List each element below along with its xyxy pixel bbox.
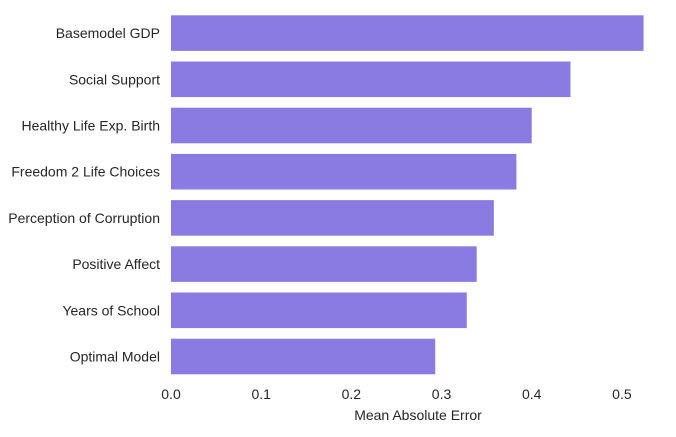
category-label: Optimal Model bbox=[70, 349, 160, 365]
x-axis-title: Mean Absolute Error bbox=[354, 407, 482, 423]
category-label: Social Support bbox=[69, 71, 160, 87]
category-label: Positive Affect bbox=[72, 256, 160, 272]
x-tick-label: 0.3 bbox=[432, 386, 452, 402]
x-tick-label: 0.4 bbox=[522, 386, 542, 402]
category-label: Freedom 2 Life Choices bbox=[11, 164, 160, 180]
bars-group bbox=[171, 15, 644, 375]
x-tick-label: 0.0 bbox=[161, 386, 181, 402]
category-label: Basemodel GDP bbox=[56, 25, 160, 41]
bar bbox=[171, 15, 644, 51]
bar bbox=[171, 200, 494, 236]
category-labels-group: Basemodel GDP Social Support Healthy Life … bbox=[8, 25, 160, 364]
bar bbox=[171, 107, 532, 144]
x-tick-label: 0.5 bbox=[612, 386, 632, 402]
bar bbox=[171, 61, 571, 98]
category-label: Healthy Life Exp. Birth bbox=[21, 118, 160, 134]
x-tick-label: 0.2 bbox=[342, 386, 362, 402]
category-label: Years of School bbox=[62, 302, 160, 318]
bar bbox=[171, 338, 436, 375]
bar bbox=[171, 153, 517, 190]
bar bbox=[171, 292, 467, 329]
category-label: Perception of Corruption bbox=[8, 210, 160, 226]
bar bbox=[171, 246, 477, 282]
x-tick-labels-group: 0.0 0.1 0.2 0.3 0.4 0.5 bbox=[161, 386, 632, 402]
x-tick-label: 0.1 bbox=[251, 386, 271, 402]
